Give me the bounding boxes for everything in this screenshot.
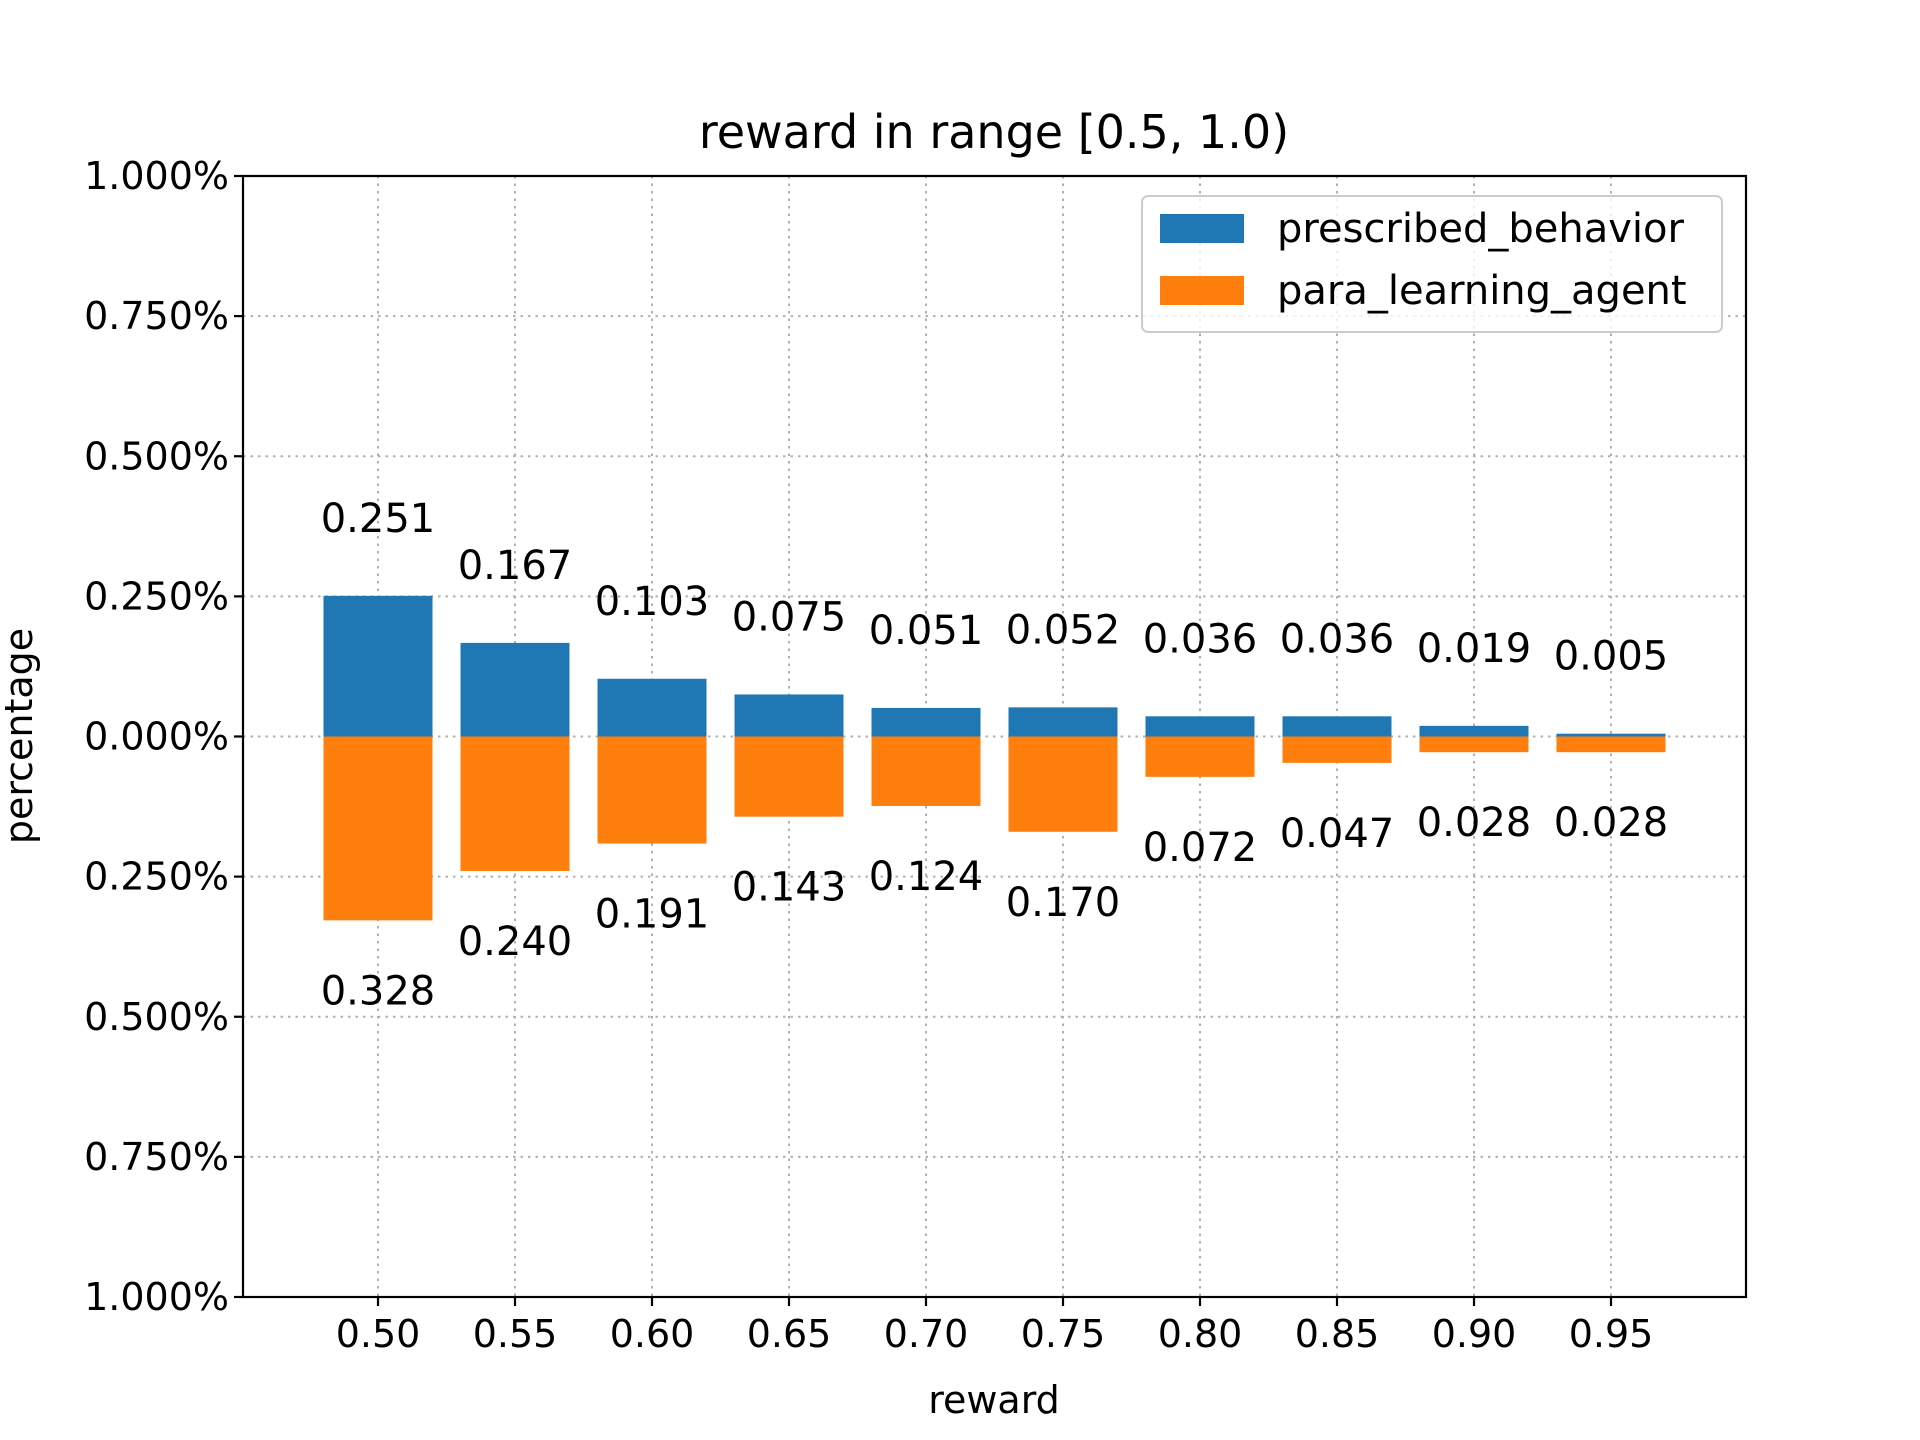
bar-value-label: 0.167 — [458, 543, 573, 589]
bar-prescribed_behavior-0.95 — [1556, 733, 1666, 737]
bar-prescribed_behavior-0.70 — [871, 707, 981, 737]
y-tick-label: 0.000% — [84, 715, 229, 759]
legend-label: prescribed_behavior — [1277, 206, 1684, 252]
x-axis-label: reward — [928, 1378, 1060, 1422]
bar-value-label: 0.036 — [1280, 616, 1395, 662]
y-tick-label: 0.500% — [84, 434, 229, 478]
bar-value-label: 0.170 — [1006, 880, 1121, 926]
bar-value-label: 0.028 — [1417, 800, 1532, 846]
bar-value-label: 0.103 — [595, 579, 710, 625]
bar-value-label: 0.240 — [458, 919, 573, 965]
bar-para_learning_agent-0.65 — [734, 736, 844, 817]
bar-value-label: 0.072 — [1143, 825, 1258, 871]
legend-label: para_learning_agent — [1277, 268, 1687, 314]
legend-swatch — [1160, 276, 1244, 305]
x-tick-label: 0.75 — [1021, 1312, 1106, 1356]
y-tick-label: 0.250% — [84, 855, 229, 899]
y-tick-label: 0.250% — [84, 574, 229, 618]
y-tick-label: 0.750% — [84, 294, 229, 338]
axis-ticks: 1.000% 0.750% 0.500% 0.250% 0.000% 0.250% 0.50… — [84, 154, 1653, 1356]
bar-value-label: 0.075 — [732, 594, 847, 640]
bar-prescribed_behavior-0.60 — [597, 678, 707, 737]
bar-prescribed_behavior-0.85 — [1282, 716, 1392, 737]
bar-value-label: 0.328 — [321, 968, 436, 1014]
bar-para_learning_agent-0.90 — [1419, 736, 1529, 753]
bar-value-label: 0.005 — [1554, 634, 1669, 680]
bar-value-label: 0.052 — [1006, 607, 1121, 653]
x-tick-label: 0.65 — [747, 1312, 832, 1356]
bar-value-label: 0.047 — [1280, 811, 1395, 857]
legend-swatch — [1160, 214, 1244, 243]
bar-value-label: 0.019 — [1417, 626, 1532, 672]
x-tick-label: 0.70 — [884, 1312, 969, 1356]
bar-para_learning_agent-0.85 — [1282, 736, 1392, 763]
x-tick-label: 0.50 — [336, 1312, 421, 1356]
bar-prescribed_behavior-0.55 — [460, 642, 570, 737]
bar-para_learning_agent-0.60 — [597, 736, 707, 844]
x-tick-label: 0.85 — [1295, 1312, 1380, 1356]
y-tick-label: 0.500% — [84, 995, 229, 1039]
bar-prescribed_behavior-0.50 — [323, 595, 433, 737]
bar-value-label: 0.251 — [321, 496, 436, 542]
bar-prescribed_behavior-0.65 — [734, 694, 844, 737]
bar-value-label: 0.124 — [869, 854, 984, 900]
y-axis-label: percentage — [0, 628, 41, 844]
bar-para_learning_agent-0.50 — [323, 736, 433, 921]
x-tick-label: 0.90 — [1432, 1312, 1517, 1356]
legend-box — [1141, 195, 1723, 333]
bar-para_learning_agent-0.70 — [871, 736, 981, 807]
bars — [323, 595, 1666, 921]
bar-value-label: 0.191 — [595, 892, 710, 938]
x-tick-label: 0.55 — [473, 1312, 558, 1356]
x-tick-label: 0.60 — [610, 1312, 695, 1356]
bar-value-label: 0.051 — [869, 608, 984, 654]
bar-value-label: 0.143 — [732, 865, 847, 911]
bar-prescribed_behavior-0.90 — [1419, 725, 1529, 737]
bar-prescribed_behavior-0.75 — [1008, 707, 1118, 737]
y-tick-label: 1.000% — [84, 1275, 229, 1319]
x-tick-label: 0.95 — [1569, 1312, 1654, 1356]
chart-title: reward in range [0.5, 1.0) — [699, 105, 1289, 159]
bar-value-label: 0.036 — [1143, 616, 1258, 662]
bar-para_learning_agent-0.75 — [1008, 736, 1118, 832]
legend: prescribed_behavior para_learning_agent — [1141, 195, 1723, 333]
bar-value-labels: 0.251 0.167 0.103 0.075 0.051 0.052 0.036 0.036… — [321, 496, 1669, 1015]
y-tick-label: 1.000% — [84, 154, 229, 198]
bar-para_learning_agent-0.55 — [460, 736, 570, 872]
bar-prescribed_behavior-0.80 — [1145, 716, 1255, 737]
y-tick-label: 0.750% — [84, 1135, 229, 1179]
x-tick-label: 0.80 — [1158, 1312, 1243, 1356]
bar-para_learning_agent-0.95 — [1556, 736, 1666, 753]
bar-value-label: 0.028 — [1554, 800, 1669, 846]
bar-para_learning_agent-0.80 — [1145, 736, 1255, 777]
